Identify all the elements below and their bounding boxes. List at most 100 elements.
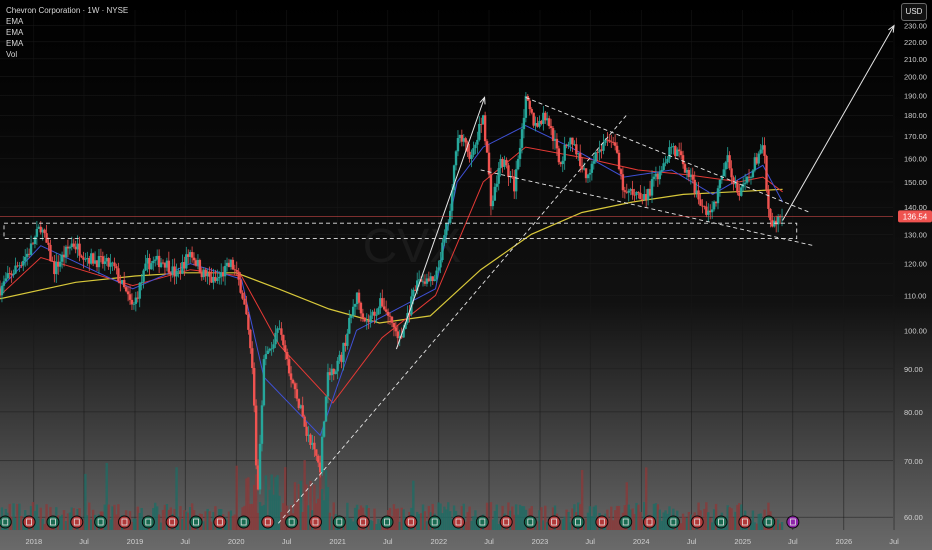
candle-body	[775, 220, 778, 225]
volume-bar	[190, 503, 194, 530]
event-marker[interactable]	[261, 515, 275, 529]
event-marker[interactable]	[22, 515, 36, 529]
event-marker[interactable]	[619, 515, 633, 529]
volume-bar	[268, 489, 271, 530]
candle-body	[456, 138, 460, 152]
volume-bar	[536, 521, 539, 530]
candle-body	[55, 261, 58, 275]
event-marker[interactable]	[356, 515, 370, 529]
event-marker[interactable]	[213, 515, 227, 529]
candle-body	[167, 260, 171, 273]
event-icon	[595, 515, 609, 529]
event-marker[interactable]	[0, 515, 12, 529]
volume-bar	[613, 510, 617, 530]
candle-body	[29, 243, 33, 255]
event-marker[interactable]	[404, 515, 418, 529]
volume-bar	[495, 504, 498, 530]
volume-bar	[64, 521, 68, 530]
candle-body	[169, 272, 172, 275]
candle-body	[664, 162, 667, 164]
event-marker[interactable]	[786, 515, 800, 529]
event-marker[interactable]	[285, 515, 299, 529]
event-marker[interactable]	[94, 515, 108, 529]
volume-bar	[138, 512, 141, 530]
volume-bar	[326, 487, 330, 530]
candle-body	[22, 260, 25, 266]
candle-body	[150, 263, 153, 270]
event-markers[interactable]	[0, 515, 800, 529]
candle-body	[454, 151, 458, 166]
event-marker[interactable]	[452, 515, 466, 529]
event-marker[interactable]	[475, 515, 489, 529]
event-glyph	[97, 518, 104, 526]
candle-body	[571, 137, 574, 145]
event-icon	[571, 515, 585, 529]
event-marker[interactable]	[499, 515, 513, 529]
event-marker[interactable]	[523, 515, 537, 529]
event-marker[interactable]	[690, 515, 704, 529]
candle-body	[643, 194, 646, 200]
candle-body	[388, 315, 392, 317]
event-icon	[22, 515, 36, 529]
event-marker[interactable]	[762, 515, 776, 529]
event-marker[interactable]	[738, 515, 752, 529]
volume-bar	[709, 517, 712, 530]
event-glyph	[646, 518, 653, 526]
event-marker[interactable]	[643, 515, 657, 529]
legend-ema-1[interactable]: EMA	[6, 17, 24, 26]
event-marker[interactable]	[332, 515, 346, 529]
volume-bar	[660, 520, 663, 530]
candle-body	[117, 268, 120, 282]
x-tick-label: 2023	[532, 537, 549, 546]
event-marker[interactable]	[165, 515, 179, 529]
candle-body	[70, 243, 73, 248]
candle-body	[516, 159, 520, 170]
candle-body	[41, 229, 44, 233]
x-tick-label: Jul	[282, 537, 292, 546]
volume-bar	[586, 512, 590, 530]
volume-bar	[497, 523, 500, 530]
candle-body	[641, 199, 644, 201]
event-marker[interactable]	[380, 515, 394, 529]
event-marker[interactable]	[70, 515, 84, 529]
legend-ema-2[interactable]: EMA	[6, 28, 24, 37]
legend-volume[interactable]: Vol	[6, 50, 18, 59]
candle-body	[755, 157, 758, 164]
candle-body	[220, 272, 223, 277]
candle-body	[357, 292, 361, 303]
x-tick-label: 2019	[127, 537, 144, 546]
event-marker[interactable]	[571, 515, 585, 529]
candle-body	[499, 158, 502, 169]
event-marker[interactable]	[237, 515, 251, 529]
candle-body	[577, 153, 580, 155]
candle-body	[575, 144, 578, 155]
currency-button[interactable]: USD	[901, 3, 927, 21]
event-marker[interactable]	[547, 515, 561, 529]
candle-body	[223, 265, 227, 277]
volume-bar	[540, 507, 543, 530]
event-marker[interactable]	[117, 515, 131, 529]
candle-body	[130, 299, 134, 305]
volume-bar	[710, 522, 714, 530]
event-marker[interactable]	[666, 515, 680, 529]
symbol-title[interactable]: Chevron Corporation · 1W · NYSE	[6, 6, 129, 15]
event-marker[interactable]	[141, 515, 155, 529]
event-marker[interactable]	[46, 515, 60, 529]
volume-bar	[299, 480, 302, 530]
legend-ema-3[interactable]: EMA	[6, 39, 24, 48]
event-marker[interactable]	[595, 515, 609, 529]
event-marker[interactable]	[428, 515, 442, 529]
volume-bar	[132, 518, 136, 530]
candle-body	[128, 294, 132, 300]
volume-bar	[227, 511, 231, 530]
candle-body	[4, 278, 8, 282]
y-tick-label: 200.00	[904, 73, 927, 82]
event-icon	[70, 515, 84, 529]
candle-body	[450, 190, 454, 211]
event-marker[interactable]	[308, 515, 322, 529]
event-marker[interactable]	[189, 515, 203, 529]
drawings[interactable]	[0, 24, 895, 524]
candle-body	[448, 210, 452, 223]
event-marker[interactable]	[714, 515, 728, 529]
